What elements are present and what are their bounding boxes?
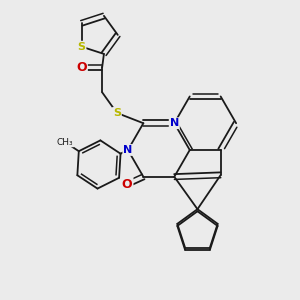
Text: S: S: [77, 42, 86, 52]
Text: S: S: [113, 108, 121, 118]
Text: N: N: [123, 145, 133, 155]
Text: N: N: [170, 118, 179, 128]
Text: CH₃: CH₃: [57, 138, 74, 147]
Text: O: O: [122, 178, 133, 190]
Text: O: O: [76, 61, 87, 74]
